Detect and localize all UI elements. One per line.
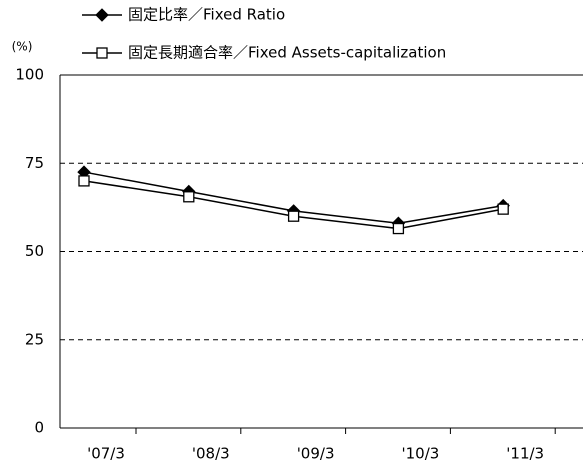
legend-marker	[95, 8, 109, 22]
y-tick-label: 100	[15, 66, 44, 84]
marker	[78, 175, 90, 187]
marker	[287, 210, 300, 222]
x-tick-label: '08/3	[192, 445, 230, 463]
x-tick-label: '07/3	[87, 445, 125, 463]
x-tick-label: '10/3	[401, 445, 439, 463]
x-tick-label: '11/3	[506, 445, 544, 463]
marker	[392, 222, 405, 235]
y-tick-label: 25	[25, 330, 44, 348]
marker	[497, 203, 509, 215]
x-tick-label: '09/3	[297, 445, 335, 463]
y-axis-label: (%)	[12, 40, 33, 54]
marker	[183, 191, 195, 203]
legend-label: 固定長期適合率／Fixed Assets-capitalization	[128, 44, 446, 62]
legend-marker	[96, 47, 108, 59]
legend-label: 固定比率／Fixed Ratio	[128, 6, 285, 24]
y-tick-label: 75	[25, 154, 44, 172]
y-tick-label: 0	[34, 419, 44, 437]
y-tick-label: 50	[25, 242, 44, 260]
